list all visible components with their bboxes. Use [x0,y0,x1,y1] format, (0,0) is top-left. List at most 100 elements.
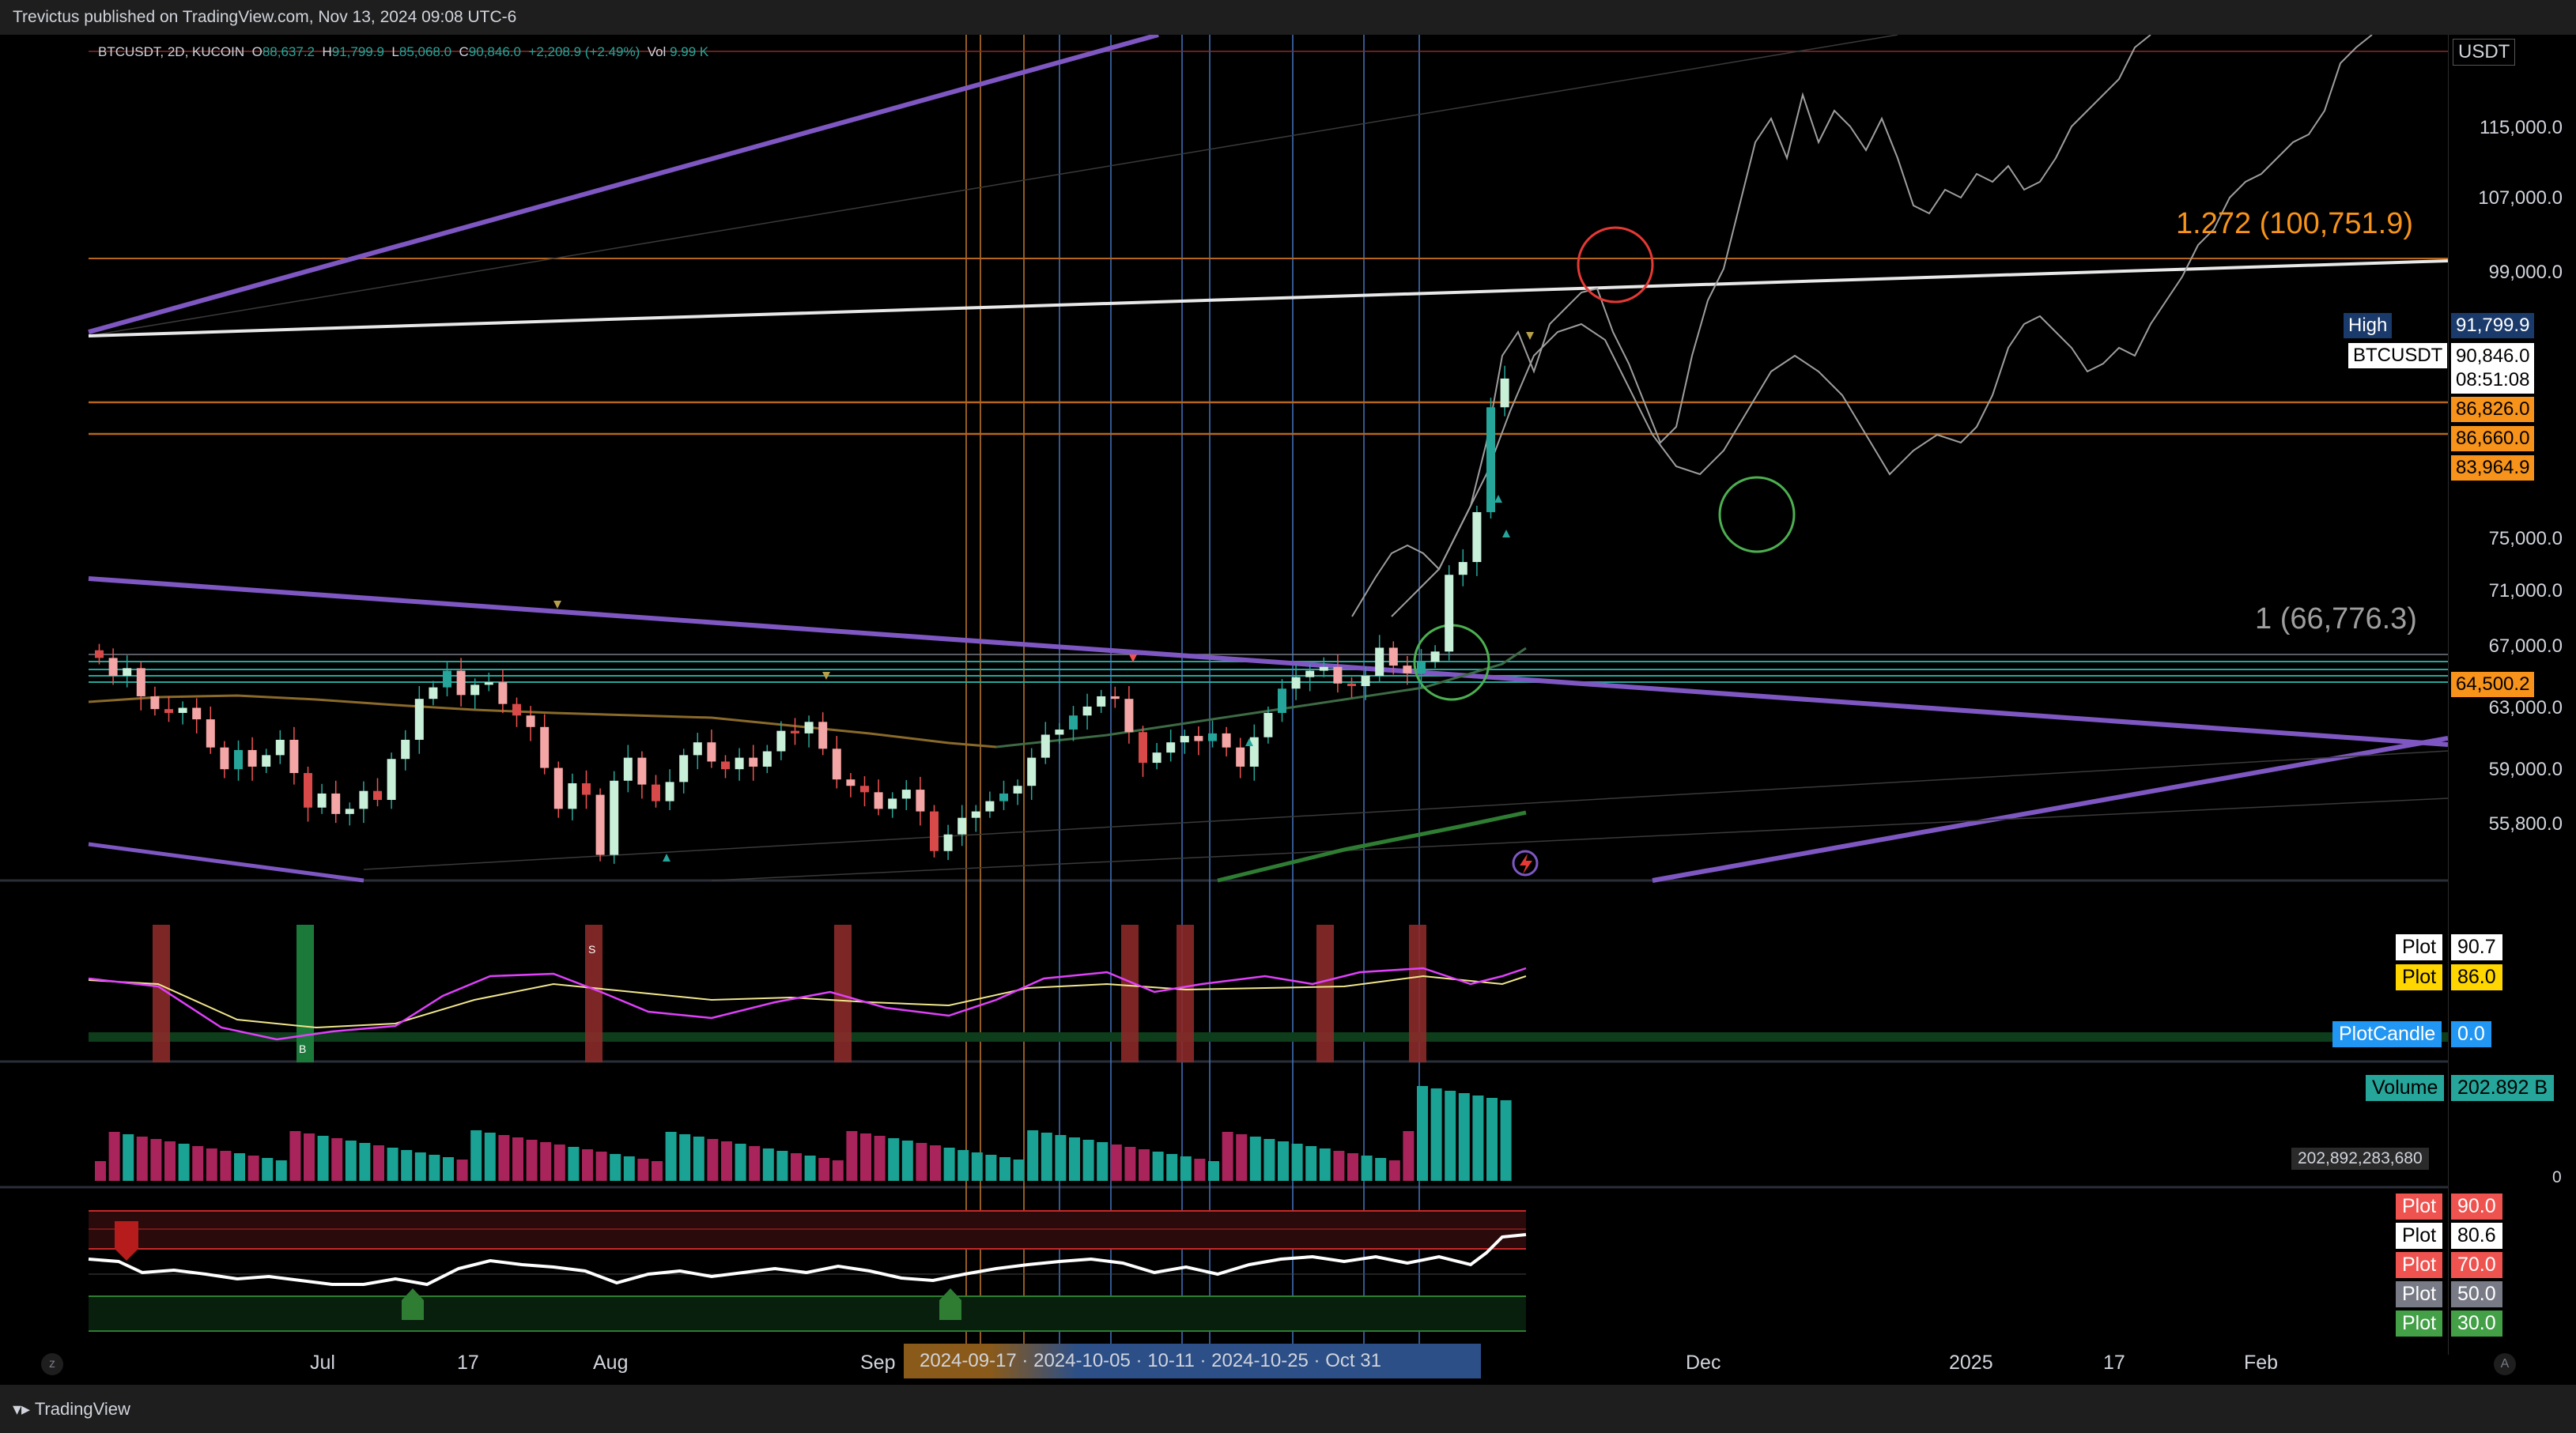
volume-bar [359,1143,371,1181]
volume-bar [470,1130,482,1181]
candles [95,365,1509,864]
legend-close: 90,846.0 [468,44,521,59]
volume-bar [234,1153,245,1181]
candle-body [735,757,744,770]
rsi-plot-value: 86.0 [2451,964,2502,990]
candle-body [1417,662,1426,673]
price-tick: 107,000.0 [2478,187,2563,209]
footer-bar: ▾▸ TradingView [0,1385,2576,1433]
candle-body [1236,747,1245,767]
volume-bar [373,1145,384,1181]
candle-body [345,809,354,814]
volume-bar [220,1151,232,1181]
legend-high: 91,799.9 [331,44,384,59]
candle-body [776,730,786,752]
candle-body [1139,732,1147,764]
price-tick: 115,000.0 [2480,117,2563,138]
volume-bar [735,1144,746,1181]
candle-body [526,715,535,727]
candle-body [178,707,187,713]
osc-90: 90.0 [2451,1194,2502,1220]
candle-body [1069,715,1078,730]
candle-body [387,759,396,801]
candle-body [1097,696,1106,707]
rsi-plot-value: 90.7 [2451,934,2502,960]
candle-body [1152,752,1161,764]
candle-body [192,707,202,720]
volume-bar [526,1140,538,1181]
volume-bar [429,1155,440,1181]
volume-bar [262,1158,274,1181]
candle-body [443,670,451,688]
date-axis[interactable]: z Jul 17 Aug Sep 2024-09-17 · 2024-10-05… [0,1344,2516,1385]
volume-bar [206,1148,217,1181]
pane-separators [0,879,2448,1189]
volume-bar [595,1152,607,1181]
candle-body [304,773,312,808]
currency-button[interactable]: USDT [2453,39,2516,66]
volume-bar [164,1141,176,1181]
candle-body [623,757,633,781]
candle-body [1361,676,1370,687]
candle-body [860,786,869,793]
candle-body [568,782,577,809]
chart-canvas[interactable]: B S [0,35,2448,1385]
tradingview-logo[interactable]: ▾▸ TradingView [13,1399,130,1420]
volume-bar [1124,1147,1136,1181]
osc-50: 50.0 [2451,1281,2502,1307]
candle-body [164,709,173,713]
volume-bar [623,1156,635,1181]
candle-body [1124,699,1134,733]
volume-bar [1110,1145,1122,1181]
candle-body [262,755,271,767]
candle-body [1458,562,1467,575]
candle-body [958,817,967,835]
volume-bar [1097,1142,1109,1181]
volume-bar [999,1157,1010,1181]
candle-body [930,811,939,851]
candle-body [707,742,716,762]
candle-body [456,670,466,696]
volume-bar [275,1160,287,1181]
volume-bar [1082,1140,1094,1181]
volume-bar [1139,1149,1150,1181]
candle-body [721,761,730,770]
volume-bar [1263,1139,1275,1181]
legend-open: 88,637.2 [262,44,315,59]
candle-body [916,790,925,812]
volume-bar [1055,1135,1067,1181]
volume-bar [1041,1133,1052,1181]
volume-bar [108,1132,120,1181]
candle-body [1110,696,1120,700]
candle-body [1500,378,1509,408]
lightning-icon[interactable] [1512,850,1539,877]
volume-bar [1180,1156,1192,1181]
candle-body [1013,786,1022,794]
zoom-icon[interactable]: z [41,1353,63,1375]
candle-body [1194,736,1203,741]
candle-body [429,687,438,700]
volume-bar [721,1141,732,1181]
price-tick: 71,000.0 [2488,580,2563,601]
date-tick: 17 [457,1352,479,1374]
tv-logo-icon: ▾▸ [13,1399,31,1419]
volume-value: 202.892 B [2451,1075,2554,1101]
volume-bar [707,1139,719,1181]
date-range-highlight: 2024-09-17 · 2024-10-05 · 10-11 · 2024-1… [904,1344,1481,1378]
osc-label: Plot [2396,1252,2443,1278]
volume-bar [846,1131,858,1181]
volume-bar [652,1161,663,1181]
candle-body [317,793,327,808]
auto-scale-icon[interactable]: A [2494,1353,2516,1375]
candle-body [971,811,980,818]
volume-bar [1388,1160,1400,1181]
volume-bar [95,1161,106,1181]
candle-body [1319,666,1328,671]
candle-body [874,792,883,809]
volume-bar [1347,1153,1358,1181]
volume-bar [1027,1130,1039,1181]
osc-label: Plot [2396,1281,2443,1307]
volume-bar [971,1152,983,1181]
horizontal-levels [89,51,2448,683]
volume-bar [247,1156,259,1181]
